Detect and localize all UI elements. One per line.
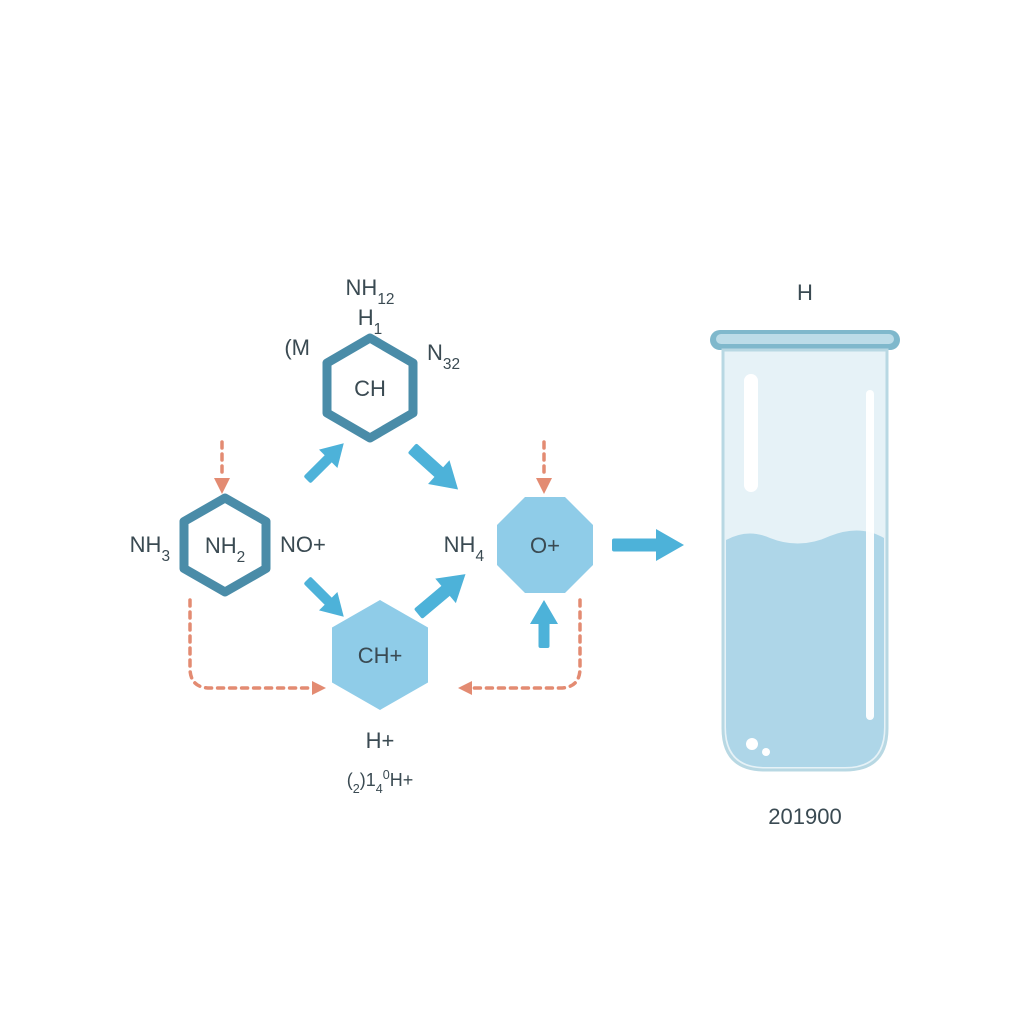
label-n32: N32 [427,340,460,373]
diagram-canvas: CH NH12 H1 (M N32 NH2 NH3 NO+ O+ NH4 CH+… [0,0,1024,1024]
molecule-left: NH2 [184,498,266,592]
svg-text:O+: O+ [530,533,560,558]
molecule-bottom: CH+ [332,600,428,710]
label-formula-bottom: (2)140H+ [347,768,414,796]
label-nh4: NH4 [444,532,485,565]
molecule-top-text: CH [354,376,386,401]
label-h1: H1 [358,305,382,338]
label-no-plus: NO+ [280,532,326,557]
label-paren-m: (M [284,335,310,360]
testtube-title: H [797,280,813,305]
label-h-plus: H+ [366,728,395,753]
test-tube [710,330,900,770]
label-nh3: NH3 [130,532,170,565]
label-nh12: NH12 [346,275,395,308]
svg-text:CH+: CH+ [358,643,403,668]
testtube-bottom-label: 201900 [768,804,841,829]
molecule-top: CH [327,338,413,438]
molecule-right: O+ [497,497,593,593]
